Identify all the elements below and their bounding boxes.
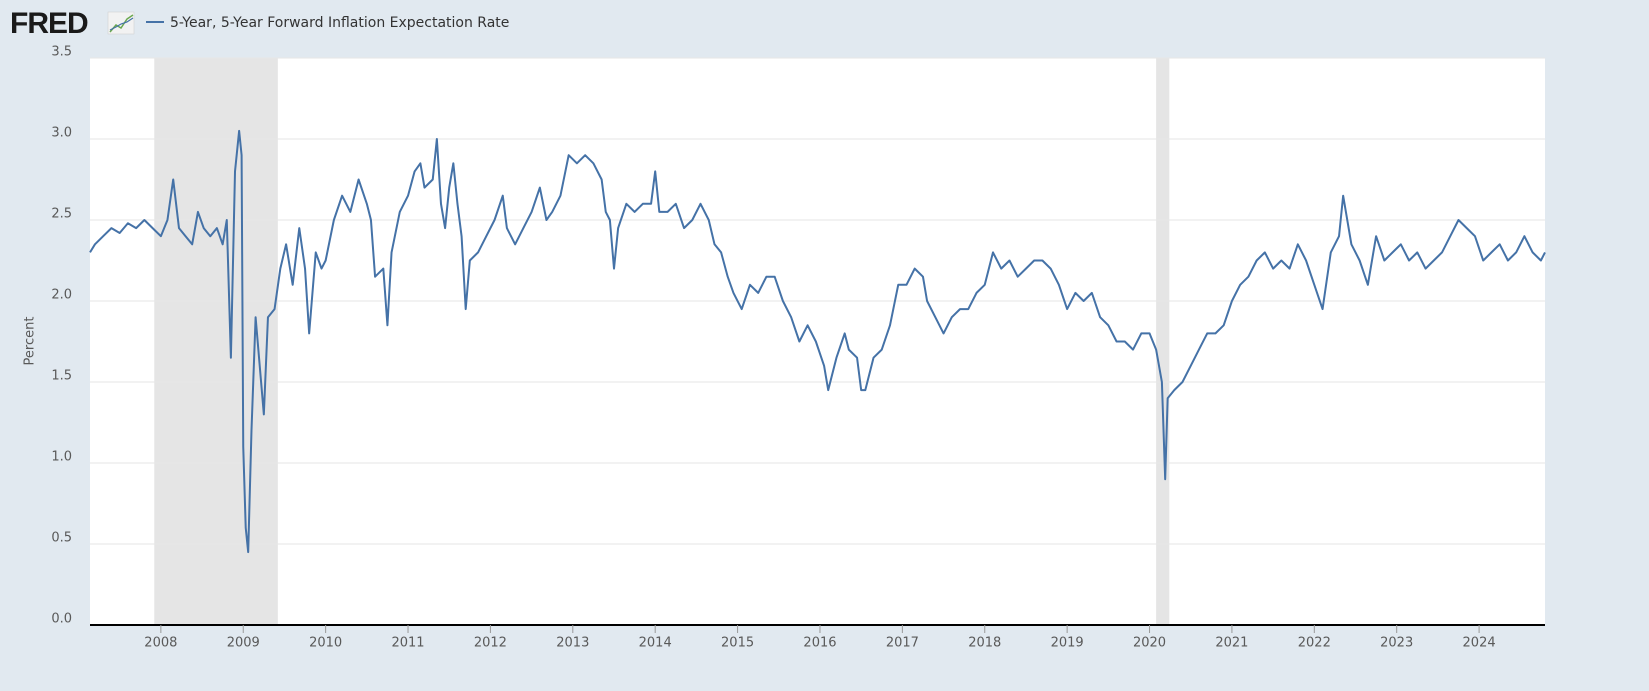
y-tick-label: 2.0 (51, 288, 72, 303)
x-tick-label: 2021 (1215, 636, 1248, 651)
recession-band (1156, 58, 1170, 625)
logo[interactable]: FRED (10, 7, 89, 40)
x-tick-label: 2009 (227, 636, 260, 651)
x-tick-label: 2012 (474, 636, 507, 651)
x-tick-label: 2024 (1463, 636, 1496, 651)
x-tick-label: 2016 (803, 636, 836, 651)
recession-band (154, 58, 278, 625)
y-tick-label: 3.5 (51, 45, 72, 60)
x-tick-label: 2017 (886, 636, 919, 651)
plot-area (90, 58, 1545, 625)
logo-icon (107, 11, 135, 35)
series-line (89, 129, 1546, 554)
y-tick-label: 2.5 (51, 207, 72, 222)
x-tick-label: 2011 (391, 636, 424, 651)
x-tick-label: 2019 (1051, 636, 1084, 651)
x-tick-label: 2020 (1133, 636, 1166, 651)
y-tick-label: 0.5 (51, 531, 72, 546)
y-axis-title: Percent (23, 317, 38, 366)
x-tick-label: 2010 (309, 636, 342, 651)
x-tick-label: 2013 (556, 636, 589, 651)
x-tick-label: 2014 (639, 636, 672, 651)
x-tick-label: 2022 (1298, 636, 1331, 651)
x-tick-label: 2018 (968, 636, 1001, 651)
y-tick-label: 0.0 (51, 612, 72, 627)
legend-text: 5-Year, 5-Year Forward Inflation Expecta… (170, 15, 509, 31)
x-tick-label: 2008 (144, 636, 177, 651)
y-tick-label: 1.5 (51, 369, 72, 384)
y-tick-label: 1.0 (51, 450, 72, 465)
y-tick-label: 3.0 (51, 126, 72, 141)
x-tick-label: 2015 (721, 636, 754, 651)
x-tick-label: 2023 (1380, 636, 1413, 651)
